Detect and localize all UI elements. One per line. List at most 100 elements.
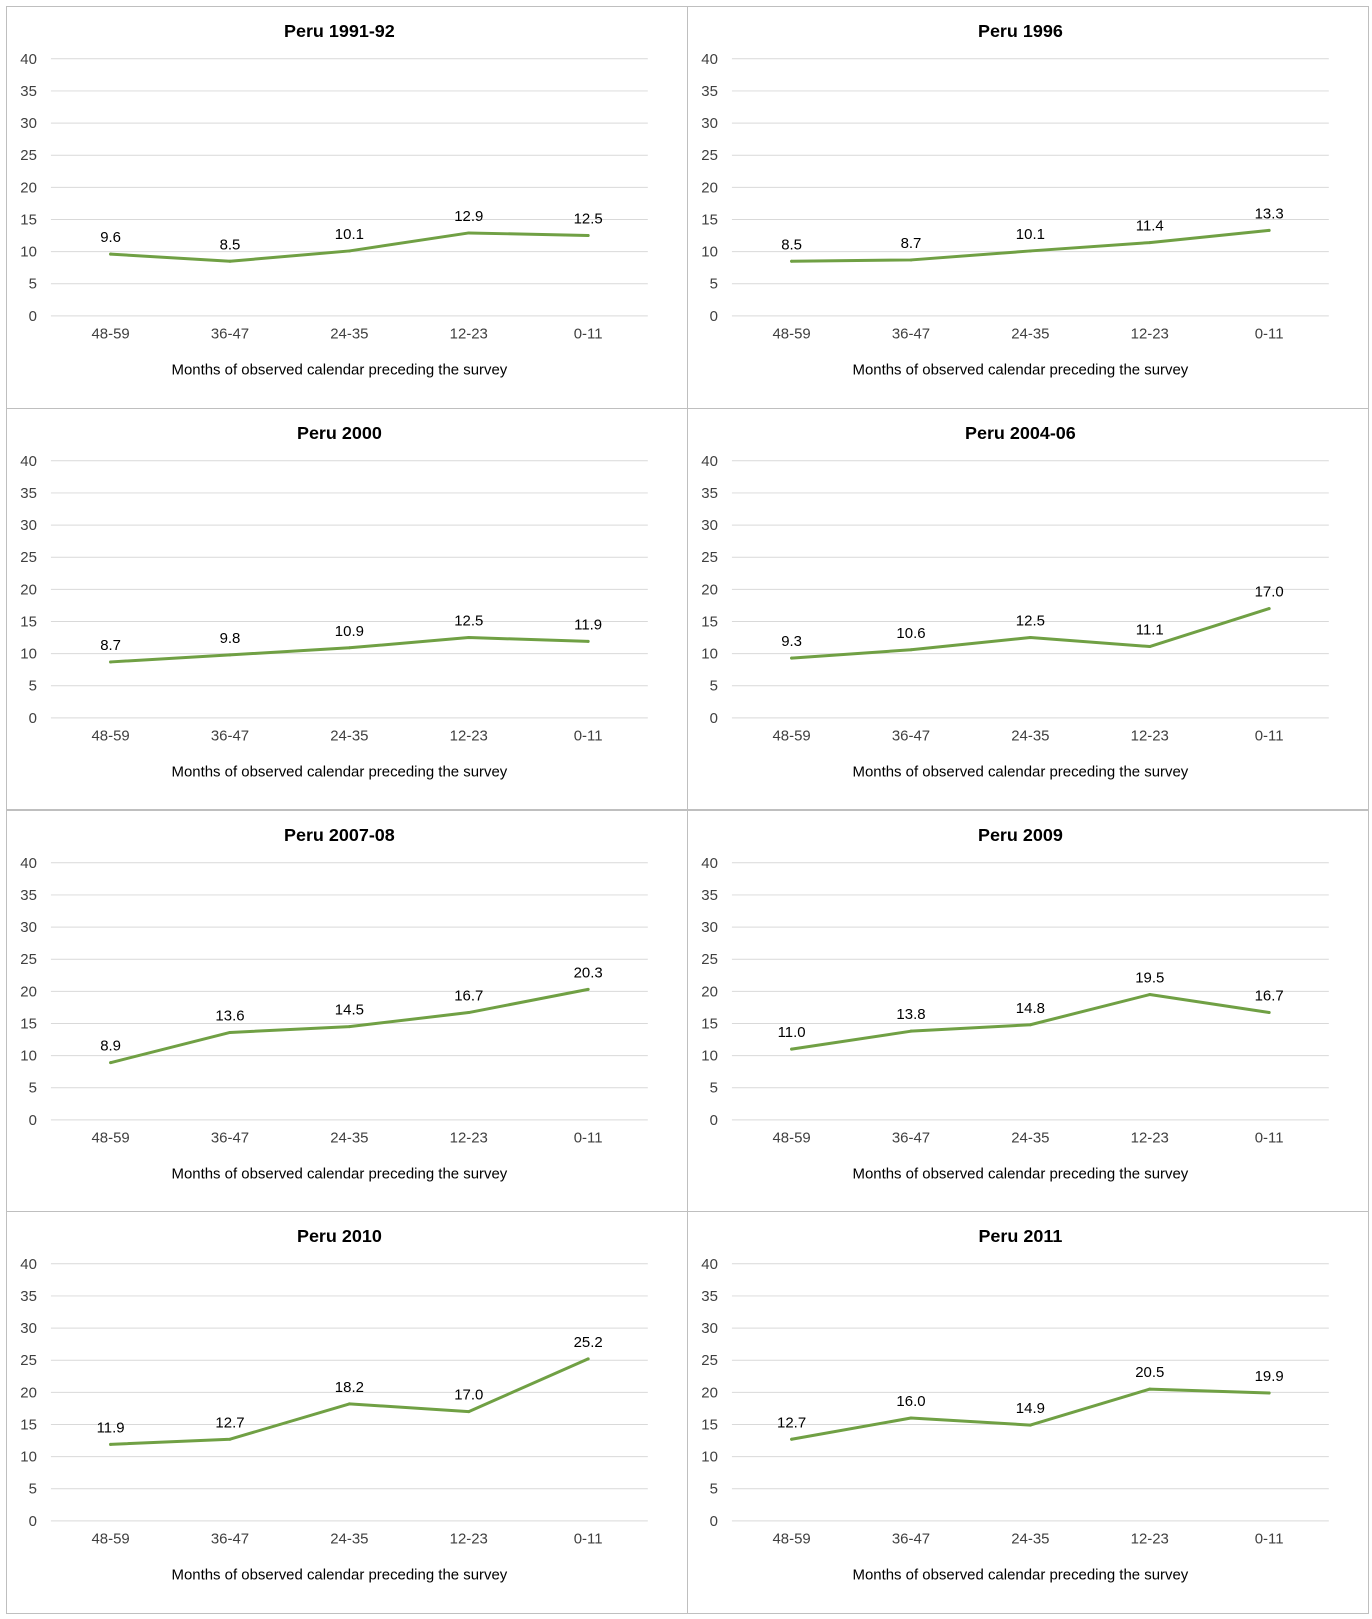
data-point: [1148, 241, 1152, 245]
x-tick-label: 12-23: [450, 1129, 488, 1146]
y-tick-label: 20: [701, 581, 718, 598]
data-point: [586, 1357, 590, 1361]
data-label: 8.5: [781, 236, 802, 253]
y-tick-label: 40: [701, 1256, 718, 1273]
y-tick-label: 25: [701, 147, 718, 164]
data-label: 11.9: [97, 1420, 125, 1437]
chart-panel: Peru 2000 0 5 10 15 20 25 30 35 40 48-59 36-47 24-35…: [6, 407, 688, 811]
chart-svg: Peru 2010 0 5 10 15 20 25 30 35 40 48-59 36-47 24-35…: [20, 1226, 648, 1584]
y-tick-label: 20: [20, 983, 37, 1000]
data-point: [467, 1010, 471, 1014]
data-label: 13.3: [1255, 205, 1284, 222]
chart-svg: Peru 1991-92 0 5 10 15 20 25 30 35 40 48-59 36-47 24…: [20, 21, 648, 379]
x-tick-label: 48-59: [772, 326, 810, 343]
y-tick-label: 20: [701, 983, 718, 1000]
x-tick-label: 24-35: [1011, 326, 1049, 343]
data-point: [1028, 635, 1032, 639]
y-tick-label: 5: [29, 1079, 37, 1096]
x-tick-label: 0-11: [574, 728, 603, 745]
x-tick-label: 36-47: [892, 1531, 930, 1548]
data-point: [347, 1024, 351, 1028]
data-point: [228, 1437, 232, 1441]
data-point: [909, 1416, 913, 1420]
chart-svg: Peru 2011 0 5 10 15 20 25 30 35 40 48-59 36-47 24-35…: [701, 1226, 1329, 1584]
data-label: 8.7: [100, 637, 121, 654]
x-tick-label: 0-11: [574, 326, 603, 343]
y-tick-label: 35: [20, 485, 37, 502]
data-label: 19.5: [1135, 969, 1164, 986]
data-label: 12.5: [1016, 612, 1045, 629]
x-tick-label: 36-47: [892, 728, 930, 745]
x-axis-title: Months of observed calendar preceding th…: [852, 1567, 1188, 1584]
data-point: [909, 1029, 913, 1033]
x-tick-label: 24-35: [1011, 1531, 1049, 1548]
data-label: 9.6: [100, 229, 121, 246]
chart-panel: Peru 2010 0 5 10 15 20 25 30 35 40 48-59 36-47 24-35…: [6, 1211, 688, 1614]
y-tick-label: 0: [29, 308, 37, 325]
chart-title: Peru 1996: [978, 21, 1063, 41]
data-label: 25.2: [574, 1334, 603, 1351]
data-label: 20.3: [574, 964, 603, 981]
x-axis-title: Months of observed calendar preceding th…: [852, 763, 1188, 780]
data-point: [228, 259, 232, 263]
chart-svg: Peru 2007-08 0 5 10 15 20 25 30 35 40 48-59 36-47 24…: [20, 824, 648, 1182]
data-point: [1267, 1391, 1271, 1395]
x-tick-label: 24-35: [330, 326, 368, 343]
x-axis-title: Months of observed calendar preceding th…: [171, 1165, 507, 1182]
y-tick-label: 35: [20, 886, 37, 903]
y-tick-label: 15: [20, 1015, 37, 1032]
y-tick-label: 5: [710, 677, 718, 694]
x-tick-label: 24-35: [330, 1531, 368, 1548]
chart-panel: Peru 1996 0 5 10 15 20 25 30 35 40 48-59 36-47 24-35…: [687, 6, 1369, 409]
chart-panel: Peru 2011 0 5 10 15 20 25 30 35 40 48-59 36-47 24-35…: [687, 1211, 1369, 1614]
y-tick-label: 10: [701, 244, 718, 261]
data-label: 11.0: [778, 1024, 806, 1041]
chart-svg: Peru 2009 0 5 10 15 20 25 30 35 40 48-59 36-47 24-35…: [701, 824, 1329, 1182]
data-label: 13.6: [215, 1007, 244, 1024]
data-point: [228, 1030, 232, 1034]
y-tick-label: 30: [701, 1320, 718, 1337]
x-tick-label: 0-11: [574, 1129, 603, 1146]
y-tick-label: 35: [701, 886, 718, 903]
x-tick-label: 12-23: [450, 728, 488, 745]
data-label: 20.5: [1135, 1364, 1164, 1381]
data-label: 14.5: [335, 1001, 364, 1018]
y-tick-label: 5: [29, 1481, 37, 1498]
x-tick-label: 0-11: [1255, 1531, 1284, 1548]
chart-panel: Peru 2007-08 0 5 10 15 20 25 30 35 40 48-59 36-47 24…: [6, 809, 688, 1212]
x-axis-title: Months of observed calendar preceding th…: [852, 362, 1188, 379]
x-tick-label: 48-59: [91, 326, 129, 343]
data-label: 9.3: [781, 633, 802, 650]
y-tick-label: 10: [20, 1449, 37, 1466]
y-tick-label: 10: [701, 1449, 718, 1466]
chart-grid: Peru 1991-92 0 5 10 15 20 25 30 35 40 48-59 36-47 24…: [6, 6, 1369, 1614]
data-point: [790, 1047, 794, 1051]
x-axis-title: Months of observed calendar preceding th…: [171, 763, 507, 780]
data-label: 12.7: [215, 1415, 244, 1432]
y-tick-label: 40: [701, 453, 718, 470]
data-label: 12.7: [777, 1415, 806, 1432]
data-label: 11.9: [574, 616, 602, 633]
data-label: 14.8: [1016, 999, 1045, 1016]
data-label: 16.7: [454, 987, 483, 1004]
data-point: [228, 653, 232, 657]
y-tick-label: 10: [20, 1047, 37, 1064]
data-point: [909, 258, 913, 262]
x-tick-label: 36-47: [211, 326, 249, 343]
x-tick-label: 12-23: [1131, 1531, 1169, 1548]
y-tick-label: 0: [710, 710, 718, 727]
data-point: [1148, 992, 1152, 996]
x-tick-label: 24-35: [330, 728, 368, 745]
y-tick-label: 25: [701, 951, 718, 968]
data-label: 16.7: [1255, 987, 1284, 1004]
x-tick-label: 48-59: [772, 728, 810, 745]
y-tick-label: 0: [29, 1513, 37, 1530]
data-point: [1028, 1423, 1032, 1427]
y-tick-label: 25: [20, 951, 37, 968]
x-tick-label: 12-23: [450, 326, 488, 343]
x-tick-label: 36-47: [892, 326, 930, 343]
data-label: 14.9: [1016, 1400, 1045, 1417]
y-tick-label: 15: [701, 1417, 718, 1434]
data-point: [586, 639, 590, 643]
chart-svg: Peru 1996 0 5 10 15 20 25 30 35 40 48-59 36-47 24-35…: [701, 21, 1329, 379]
